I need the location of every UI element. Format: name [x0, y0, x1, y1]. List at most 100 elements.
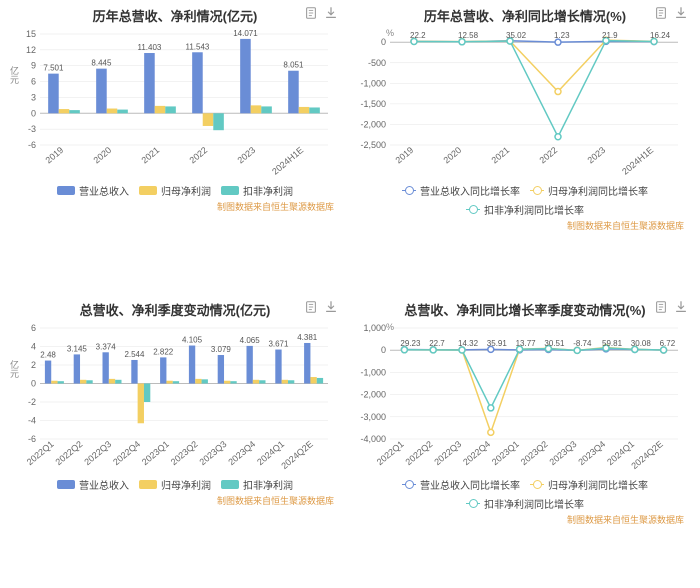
- svg-text:2023: 2023: [236, 145, 258, 166]
- legend-swatch: [530, 484, 544, 486]
- svg-text:0: 0: [31, 108, 36, 118]
- legend-swatch: [402, 484, 416, 486]
- legend-item[interactable]: 营业总收入同比增长率: [402, 477, 520, 492]
- legend-item[interactable]: 归母净利润同比增长率: [530, 183, 648, 198]
- bar: [155, 106, 166, 113]
- svg-text:-1,000: -1,000: [360, 367, 386, 377]
- svg-text:22.2: 22.2: [410, 31, 426, 40]
- bar: [109, 379, 115, 384]
- doc-icon[interactable]: [304, 6, 318, 20]
- legend-item[interactable]: 归母净利润: [139, 183, 211, 198]
- svg-text:21.9: 21.9: [602, 31, 618, 40]
- download-icon[interactable]: [674, 6, 688, 20]
- download-icon[interactable]: [324, 300, 338, 314]
- bar: [317, 378, 323, 384]
- marker: [555, 89, 561, 95]
- bar: [165, 106, 176, 113]
- doc-icon[interactable]: [654, 6, 668, 20]
- bar: [213, 113, 224, 130]
- svg-text:2.48: 2.48: [40, 351, 56, 360]
- svg-text:30.51: 30.51: [544, 339, 565, 348]
- legend-swatch: [402, 190, 416, 192]
- bar: [246, 346, 252, 384]
- legend-swatch: [530, 190, 544, 192]
- svg-text:-2,000: -2,000: [360, 390, 386, 400]
- legend-swatch: [139, 186, 157, 195]
- chart-area: %-2,500-2,000-1,500-1,000-50002019202020…: [356, 26, 694, 181]
- legend-item[interactable]: 扣非净利润同比增长率: [466, 202, 584, 217]
- download-icon[interactable]: [674, 300, 688, 314]
- legend-swatch: [139, 480, 157, 489]
- svg-text:4.381: 4.381: [297, 333, 318, 342]
- legend-swatch: [57, 186, 75, 195]
- bar: [224, 381, 230, 384]
- svg-text:3.145: 3.145: [67, 344, 88, 353]
- bar: [251, 105, 262, 113]
- bar: [195, 379, 201, 384]
- legend: 营业总收入归母净利润扣非净利润: [6, 181, 344, 200]
- svg-text:2023Q3: 2023Q3: [198, 439, 229, 467]
- legend-item[interactable]: 营业总收入: [57, 183, 129, 198]
- svg-text:0: 0: [381, 345, 386, 355]
- svg-text:6: 6: [31, 323, 36, 333]
- bar: [144, 384, 150, 403]
- svg-text:2023: 2023: [586, 145, 608, 166]
- bar: [86, 380, 92, 383]
- bar: [166, 381, 172, 384]
- svg-text:29.23: 29.23: [400, 339, 421, 348]
- svg-text:-3,000: -3,000: [360, 412, 386, 422]
- legend-swatch: [466, 209, 480, 211]
- bar: [59, 109, 70, 113]
- chart-actions: [654, 6, 688, 20]
- svg-text:2: 2: [31, 360, 36, 370]
- bar: [202, 379, 208, 383]
- svg-text:2023Q4: 2023Q4: [576, 439, 607, 467]
- svg-text:7.501: 7.501: [43, 64, 64, 73]
- legend-swatch: [466, 503, 480, 505]
- svg-text:1,000: 1,000: [363, 323, 386, 333]
- legend-label: 扣非净利润: [243, 477, 293, 492]
- legend-item[interactable]: 扣非净利润: [221, 183, 293, 198]
- svg-text:-6: -6: [28, 140, 36, 150]
- svg-text:2023Q1: 2023Q1: [490, 439, 521, 467]
- bar: [69, 110, 80, 113]
- svg-text:4.065: 4.065: [240, 336, 261, 345]
- download-icon[interactable]: [324, 6, 338, 20]
- svg-text:35.91: 35.91: [487, 339, 508, 348]
- svg-text:3: 3: [31, 92, 36, 102]
- chart-footer: 制图数据来自恒生聚源数据库: [6, 494, 344, 507]
- legend-item[interactable]: 归母净利润同比增长率: [530, 477, 648, 492]
- marker: [574, 347, 580, 353]
- chart-footer: 制图数据来自恒生聚源数据库: [356, 513, 694, 526]
- legend-item[interactable]: 营业总收入同比增长率: [402, 183, 520, 198]
- svg-text:59.81: 59.81: [602, 339, 623, 348]
- svg-text:14.071: 14.071: [233, 29, 258, 38]
- legend: 营业总收入同比增长率归母净利润同比增长率扣非净利润同比增长率: [356, 181, 694, 219]
- bar: [304, 343, 310, 384]
- svg-text:3.079: 3.079: [211, 345, 232, 354]
- svg-text:2020: 2020: [92, 145, 114, 166]
- svg-text:35.02: 35.02: [506, 31, 527, 40]
- legend-label: 营业总收入同比增长率: [420, 183, 520, 198]
- legend-item[interactable]: 扣非净利润同比增长率: [466, 496, 584, 511]
- bar: [310, 377, 316, 383]
- doc-icon[interactable]: [304, 300, 318, 314]
- chart-actions: [304, 6, 338, 20]
- legend-item[interactable]: 归母净利润: [139, 477, 211, 492]
- legend: 营业总收入归母净利润 扣非净利润: [6, 475, 344, 494]
- chart-title: 总营收、净利季度变动情况(亿元): [80, 300, 271, 319]
- legend-item[interactable]: 扣非净利润: [221, 477, 293, 492]
- svg-text:2024H1E: 2024H1E: [270, 145, 305, 177]
- svg-text:2020: 2020: [442, 145, 464, 166]
- doc-icon[interactable]: [654, 300, 668, 314]
- chart-svg: -6-303691215201920202021202220232024H1E7…: [6, 26, 336, 181]
- svg-text:-1,000: -1,000: [360, 78, 386, 88]
- bar: [275, 350, 281, 384]
- svg-text:-4,000: -4,000: [360, 434, 386, 444]
- legend-label: 营业总收入: [79, 183, 129, 198]
- y-unit: %: [386, 28, 394, 38]
- legend-item[interactable]: 营业总收入: [57, 477, 129, 492]
- legend-label: 归母净利润同比增长率: [548, 477, 648, 492]
- svg-text:2022Q3: 2022Q3: [82, 439, 113, 467]
- svg-text:4.105: 4.105: [182, 336, 203, 345]
